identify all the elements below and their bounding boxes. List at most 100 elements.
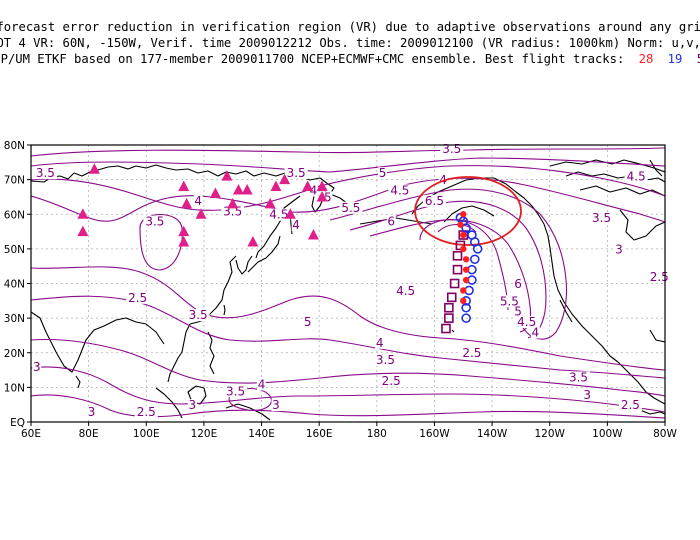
y-tick-label: 10N bbox=[4, 382, 25, 394]
observation-triangle-marker bbox=[88, 163, 100, 174]
observation-triangle-marker bbox=[284, 208, 296, 219]
contour-label: 4 bbox=[194, 194, 202, 208]
contour-label-bg bbox=[33, 167, 57, 180]
observation-triangle-marker bbox=[279, 173, 291, 185]
x-tick-label: 120W bbox=[535, 428, 566, 440]
x-tick-label: 180 bbox=[367, 428, 387, 440]
contour-label: 3.5 bbox=[376, 353, 395, 367]
contour-label: 4 bbox=[376, 336, 384, 350]
track-purple-square bbox=[444, 302, 454, 313]
contour-label: 5.5 bbox=[500, 294, 519, 308]
track-purple-square bbox=[444, 313, 454, 323]
track-blue-circle bbox=[461, 313, 471, 323]
contour-label: 2.5 bbox=[621, 398, 640, 412]
contour-label-bg bbox=[375, 336, 385, 349]
contour-label-bg bbox=[530, 326, 540, 339]
contour-label-bg bbox=[614, 243, 624, 256]
contour-label: 3.5 bbox=[592, 211, 611, 225]
contour-label: 4.5 bbox=[269, 208, 288, 222]
contour-label-bg bbox=[386, 215, 396, 228]
track-red-dot bbox=[457, 221, 464, 228]
y-tick-label: EQ bbox=[10, 417, 25, 429]
track-red-dot bbox=[460, 245, 467, 253]
observation-triangle-marker bbox=[302, 180, 314, 192]
track-purple-square bbox=[446, 292, 457, 303]
contour-label: 4 bbox=[531, 325, 539, 339]
observation-triangle-marker bbox=[209, 187, 221, 198]
contour-label: 5 bbox=[304, 315, 312, 329]
contour-label-bg bbox=[224, 385, 248, 398]
contour-label-bg bbox=[618, 399, 642, 412]
contour-label-bg bbox=[422, 194, 446, 207]
track-red-dot bbox=[462, 266, 470, 273]
contour-label-bg bbox=[303, 316, 313, 329]
observation-triangle-marker bbox=[195, 208, 207, 219]
track-red-dot bbox=[462, 276, 470, 284]
contour-label: 2.5 bbox=[137, 405, 156, 419]
track-purple-square bbox=[441, 323, 451, 334]
observation-triangle-marker bbox=[227, 197, 239, 209]
observation-triangles bbox=[77, 163, 328, 247]
track-purple-square bbox=[452, 264, 463, 275]
contour-label-bg bbox=[271, 399, 281, 412]
coastlines bbox=[31, 159, 665, 421]
track-purple-square bbox=[452, 251, 463, 261]
contour-label: 4.5 bbox=[396, 284, 415, 298]
observation-triangle-marker bbox=[221, 170, 233, 181]
header-line-2: PLOT 4 VR: 60N, -150W, Verif. time 20090… bbox=[0, 36, 700, 50]
contour-label: 3.5 bbox=[189, 308, 208, 322]
contour-label: 4 bbox=[310, 183, 318, 197]
contour-label: 4.5 bbox=[390, 183, 409, 197]
contour-label-bg bbox=[388, 184, 412, 197]
x-tick-label: 120E bbox=[191, 428, 218, 440]
contour-label: 4.5 bbox=[517, 315, 536, 329]
contour-label-bg bbox=[373, 354, 397, 367]
observation-triangle-marker bbox=[247, 235, 259, 247]
track-blue-circle bbox=[472, 244, 483, 254]
track-red-dot bbox=[462, 256, 470, 263]
x-tick-label: 80W bbox=[653, 428, 677, 440]
contour-label-bg bbox=[143, 215, 167, 228]
contour-label-bg bbox=[187, 399, 197, 412]
lat-lon-grid bbox=[31, 145, 665, 422]
contour-label: 3 bbox=[88, 405, 96, 419]
track-red-dot bbox=[460, 287, 467, 294]
contour-label-bg bbox=[221, 205, 245, 218]
contour-label-bg bbox=[126, 291, 150, 304]
contour-label-bg bbox=[513, 305, 523, 318]
contour-label: 5 bbox=[379, 166, 387, 180]
observation-triangle-marker bbox=[232, 184, 244, 195]
observation-triangle-marker bbox=[181, 197, 193, 209]
observation-triangle-marker bbox=[178, 180, 190, 192]
y-tick-label: 70N bbox=[4, 175, 25, 187]
contour-label-bg bbox=[323, 191, 333, 204]
contour-label-bg bbox=[513, 277, 523, 290]
contour-label: 5 bbox=[514, 305, 522, 319]
flight-tracks bbox=[441, 211, 483, 334]
y-tick-label: 40N bbox=[4, 279, 25, 291]
contour-label: 3.5 bbox=[145, 215, 164, 229]
axis-ticks: 60E 80E 100E 120E 140E 160E 180 160W 140W 120W 100… bbox=[4, 140, 678, 440]
contour-label-bg bbox=[284, 167, 308, 180]
contour-label-bg bbox=[257, 378, 267, 391]
track-number-blue: 19 bbox=[668, 52, 683, 66]
contour-label-bg bbox=[291, 219, 301, 232]
track-red-dot bbox=[460, 211, 467, 218]
contour-label-bg bbox=[440, 142, 464, 155]
x-tick-label: 160E bbox=[306, 428, 333, 440]
observation-triangle-marker bbox=[316, 190, 328, 202]
observation-triangle-marker bbox=[178, 225, 190, 237]
observation-triangle-marker bbox=[77, 208, 89, 219]
observation-triangle-marker bbox=[316, 180, 328, 192]
observation-triangle-marker bbox=[307, 229, 319, 240]
contour-label-bg bbox=[379, 374, 403, 387]
contour-label: 6 bbox=[387, 215, 395, 229]
x-tick-label: 140E bbox=[248, 428, 275, 440]
contour-label-bg bbox=[460, 347, 484, 360]
track-blue-circle bbox=[461, 223, 471, 233]
y-tick-label: 30N bbox=[4, 313, 25, 325]
contour-label: 2.5 bbox=[382, 374, 401, 388]
header-line-3: NCEP/UM ETKF based on 177-member 2009011… bbox=[0, 52, 700, 66]
contour-label-bg bbox=[87, 406, 97, 419]
